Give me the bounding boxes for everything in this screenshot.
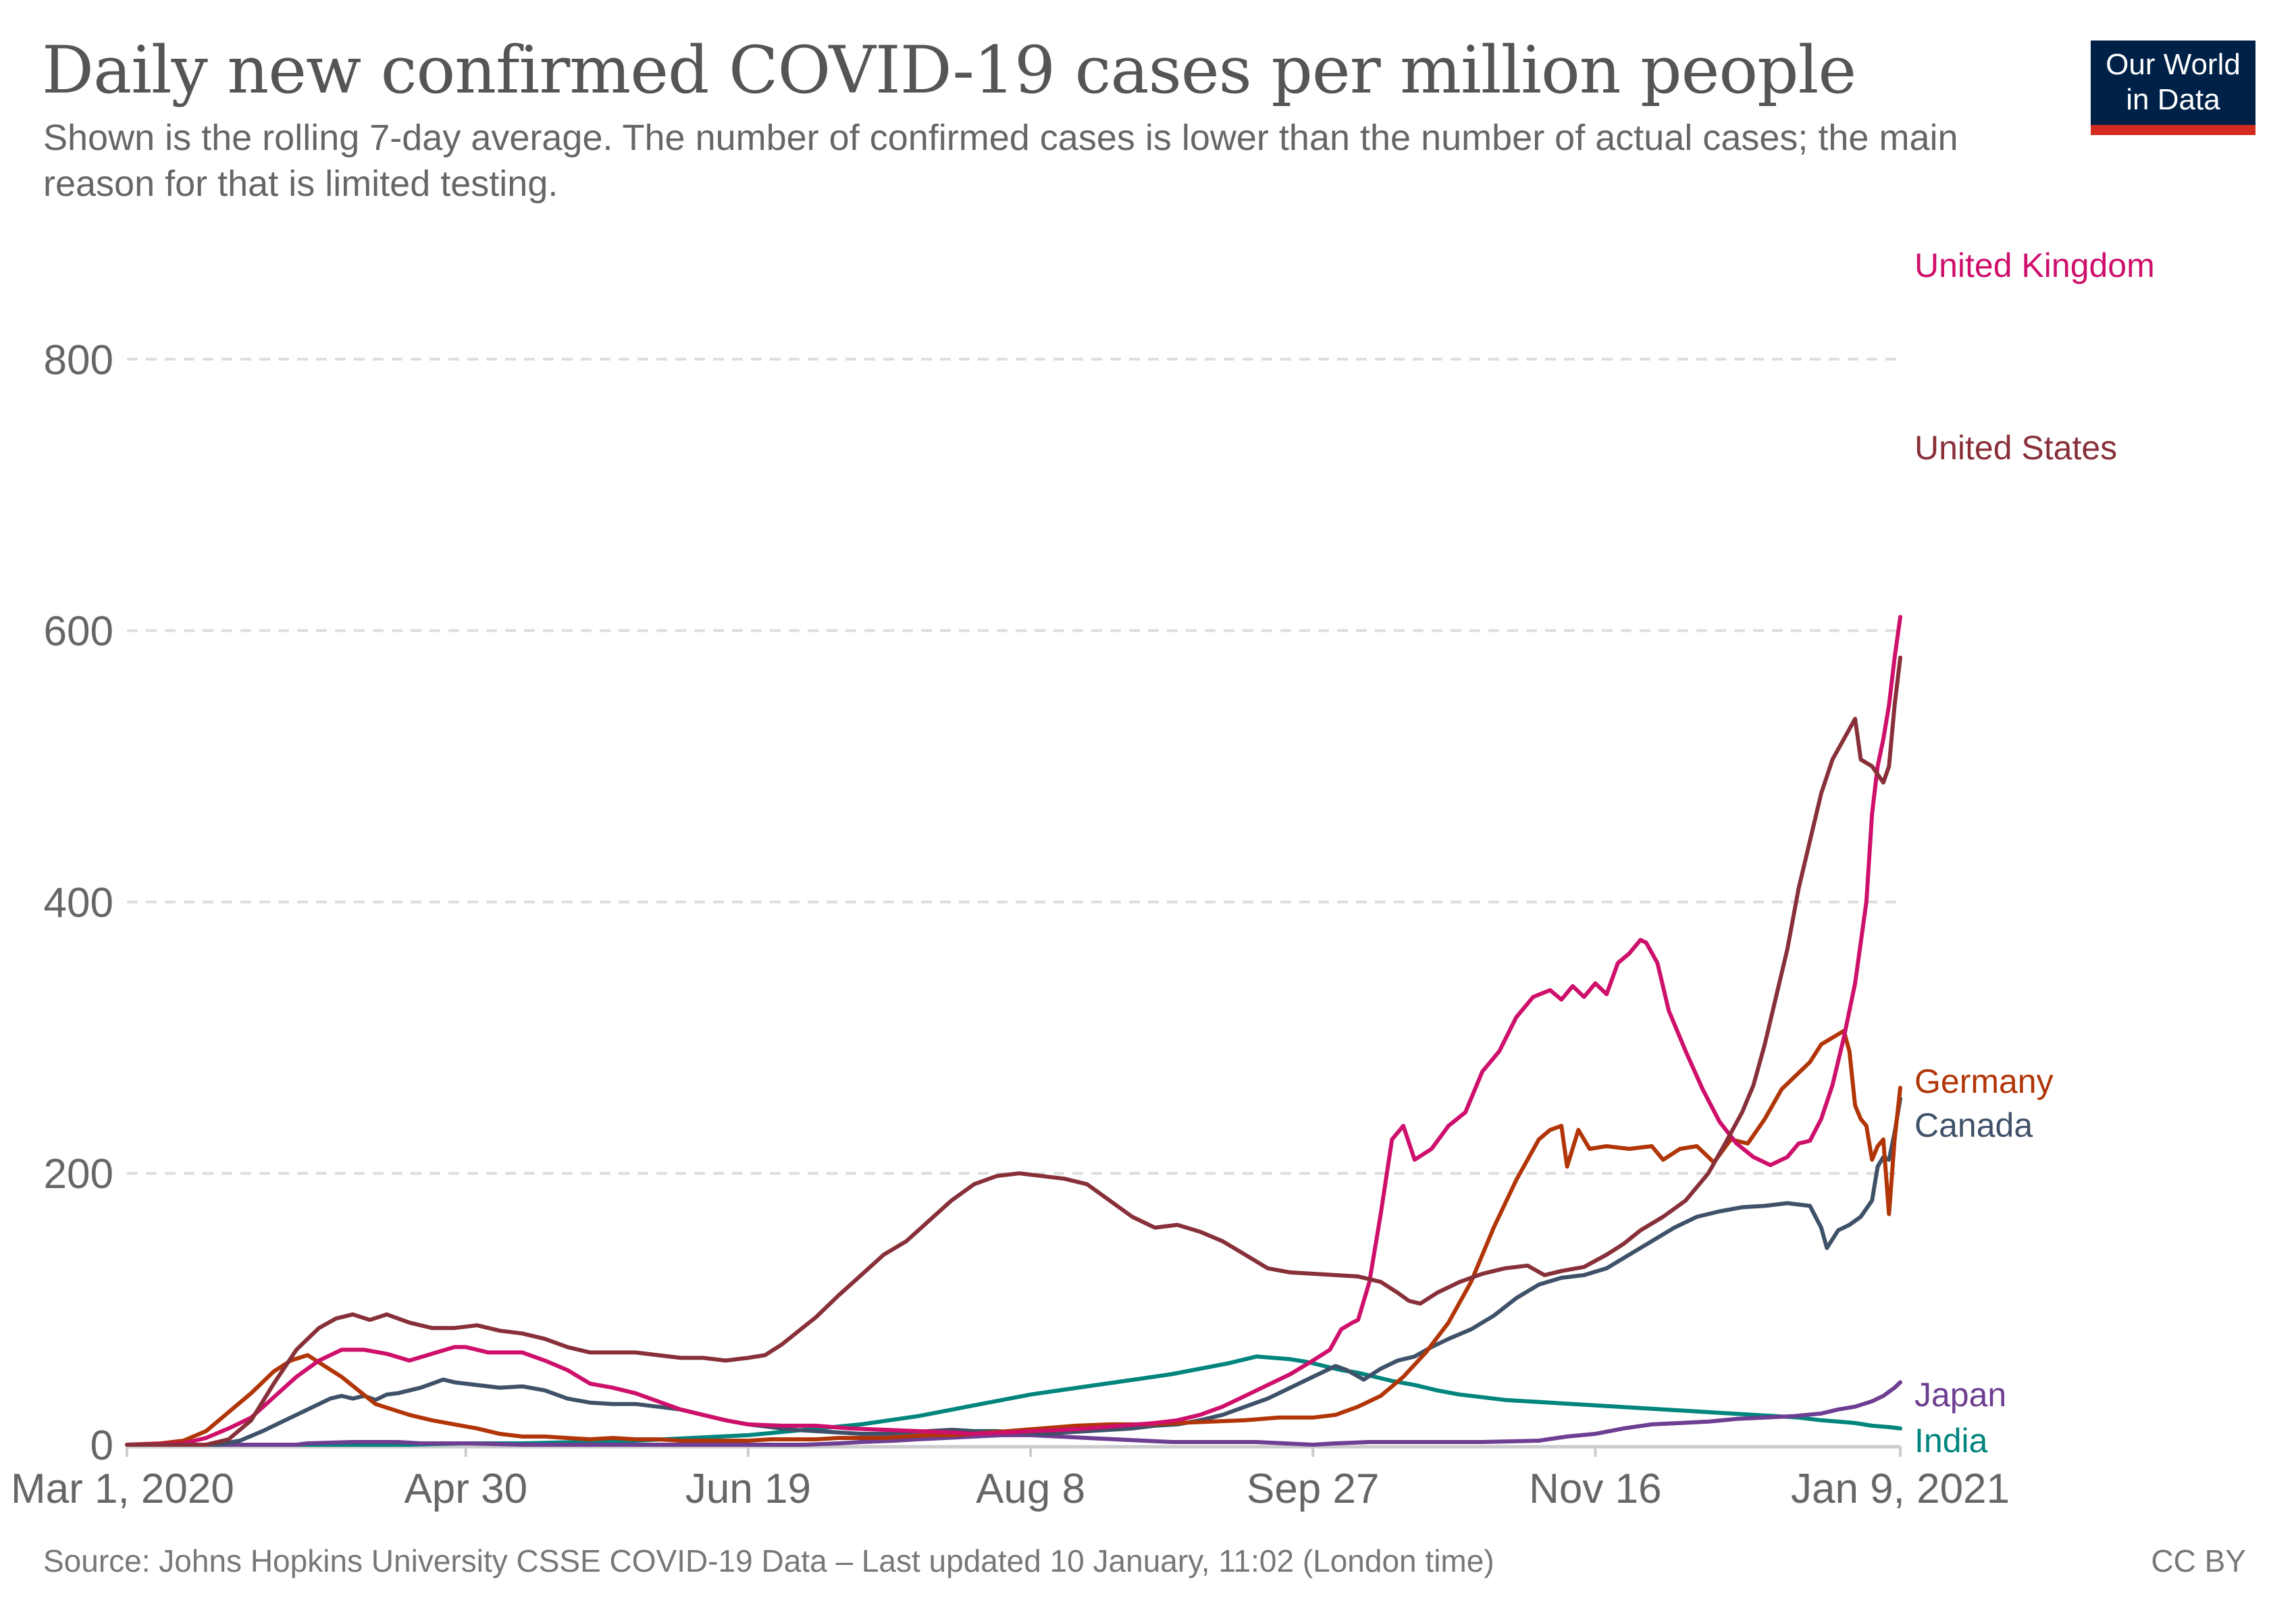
x-tick-label: Nov 16: [1529, 1466, 1661, 1512]
logo-line-1: Our World: [2106, 48, 2241, 81]
y-tick-label: 800: [44, 337, 113, 384]
x-tick-label: Mar 1, 2020: [11, 1466, 234, 1512]
y-tick-label: 600: [44, 609, 113, 655]
chart-subtitle: Shown is the rolling 7-day average. The …: [43, 118, 1958, 204]
y-tick-label: 0: [90, 1422, 113, 1469]
legend-label-germany[interactable]: Germany: [1914, 1062, 2054, 1100]
series-line-germany[interactable]: [125, 1029, 1902, 1447]
x-tick-label: Aug 8: [976, 1466, 1085, 1512]
gridlines: [127, 357, 1900, 1175]
x-tick-label: Jan 9, 2021: [1791, 1466, 2010, 1512]
logo-line-2: in Data: [2126, 83, 2220, 116]
series-line-united-kingdom[interactable]: [125, 615, 1902, 1447]
logo-accent-bar: [2091, 125, 2255, 135]
series-end-point: [1898, 1380, 1902, 1385]
source-note[interactable]: Source: Johns Hopkins University CSSE CO…: [43, 1543, 1494, 1578]
series-labels: United Kingdom United States Germany Canada…: [1914, 247, 2155, 1460]
x-axis: Mar 1, 2020 Apr 30 Jun 19 Aug 8 Sep 27 Nov 16…: [11, 1445, 2010, 1512]
series-lines: [125, 615, 1902, 1447]
x-tick-label: Sep 27: [1247, 1466, 1380, 1512]
owid-logo[interactable]: Our World in Data: [2091, 41, 2255, 135]
series-line-japan[interactable]: [125, 1380, 1902, 1447]
legend-label-united-states[interactable]: United States: [1914, 429, 2117, 467]
license-link[interactable]: CC BY: [2151, 1543, 2246, 1578]
y-tick-label: 400: [44, 879, 113, 926]
y-tick-label: 200: [44, 1151, 113, 1198]
series-line-united-states[interactable]: [125, 655, 1902, 1447]
series-end-point: [1898, 1426, 1902, 1431]
x-tick-label: Apr 30: [404, 1466, 527, 1512]
legend-label-japan[interactable]: Japan: [1914, 1376, 2006, 1414]
legend-label-india[interactable]: India: [1914, 1422, 1988, 1460]
series-end-point: [1898, 615, 1902, 619]
series-end-point: [1898, 655, 1902, 660]
y-axis-labels: 0 200 400 600 800: [44, 337, 113, 1469]
legend-label-canada[interactable]: Canada: [1914, 1106, 2033, 1144]
logo-text: Our World in Data: [2091, 47, 2255, 118]
series-end-point: [1898, 1085, 1902, 1090]
legend-label-united-kingdom[interactable]: United Kingdom: [1914, 247, 2155, 284]
x-tick-label: Jun 19: [685, 1466, 811, 1512]
series-line-canada[interactable]: [125, 1096, 1902, 1447]
chart-title: Daily new confirmed COVID-19 cases per m…: [42, 32, 1856, 108]
